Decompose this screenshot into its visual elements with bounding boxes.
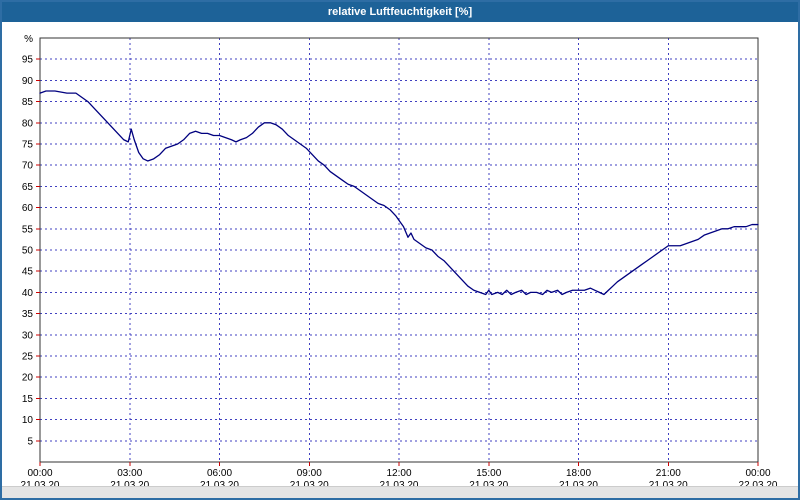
x-tick-time: 00:00 <box>27 468 52 479</box>
svg-text:10: 10 <box>22 415 34 426</box>
svg-text:65: 65 <box>22 182 34 193</box>
x-tick-date: 21.03.20 <box>380 480 419 486</box>
svg-text:35: 35 <box>22 309 34 320</box>
axis-tick-marks <box>36 58 759 466</box>
svg-text:45: 45 <box>22 267 34 278</box>
x-tick-date: 21.03.20 <box>649 480 688 486</box>
svg-text:5: 5 <box>27 436 33 447</box>
window-titlebar: relative Luftfeuchtigkeit [%] <box>2 2 798 22</box>
svg-text:25: 25 <box>22 352 34 363</box>
x-tick-time: 06:00 <box>207 468 232 479</box>
x-tick-time: 03:00 <box>117 468 142 479</box>
grid-lines <box>40 38 758 462</box>
svg-text:55: 55 <box>22 224 34 235</box>
x-tick-date: 21.03.20 <box>469 480 508 486</box>
x-axis-labels: 00:0021.03.2003:0021.03.2006:0021.03.200… <box>21 468 778 486</box>
svg-text:70: 70 <box>22 161 34 172</box>
y-axis-unit-label: % <box>24 34 33 45</box>
x-tick-time: 15:00 <box>476 468 501 479</box>
svg-text:75: 75 <box>22 140 34 151</box>
x-tick-date: 21.03.20 <box>200 480 239 486</box>
svg-text:85: 85 <box>22 97 34 108</box>
humidity-line-chart: 5 10 15 20 25 30 35 40 45 50 55 60 65 70 75 80 85 90 95% 00… <box>21 34 778 486</box>
x-tick-time: 00:00 <box>745 468 770 479</box>
x-tick-time: 12:00 <box>386 468 411 479</box>
x-tick-date: 21.03.20 <box>559 480 598 486</box>
humidity-series-line <box>39 90 759 296</box>
x-tick-date: 21.03.20 <box>290 480 329 486</box>
x-tick-date: 21.03.20 <box>110 480 149 486</box>
window-title: relative Luftfeuchtigkeit [%] <box>327 6 473 18</box>
svg-text:60: 60 <box>22 203 34 214</box>
x-tick-date: 22.03.20 <box>739 480 778 486</box>
svg-text:90: 90 <box>22 76 34 87</box>
chart-area: 5 10 15 20 25 30 35 40 45 50 55 60 65 70 75 80 85 90 95% 00… <box>2 22 798 486</box>
svg-text:50: 50 <box>22 246 34 257</box>
window-footer <box>2 486 798 498</box>
svg-text:95: 95 <box>22 55 34 66</box>
x-tick-date: 21.03.20 <box>21 480 60 486</box>
svg-text:80: 80 <box>22 118 34 129</box>
x-tick-time: 21:00 <box>656 468 681 479</box>
y-axis-labels: 5 10 15 20 25 30 35 40 45 50 55 60 65 70 75 80 85 90 95 <box>22 55 34 448</box>
svg-text:20: 20 <box>22 373 34 384</box>
x-tick-time: 09:00 <box>297 468 322 479</box>
svg-text:15: 15 <box>22 394 34 405</box>
svg-text:40: 40 <box>22 288 34 299</box>
svg-text:30: 30 <box>22 330 34 341</box>
x-tick-time: 18:00 <box>566 468 591 479</box>
